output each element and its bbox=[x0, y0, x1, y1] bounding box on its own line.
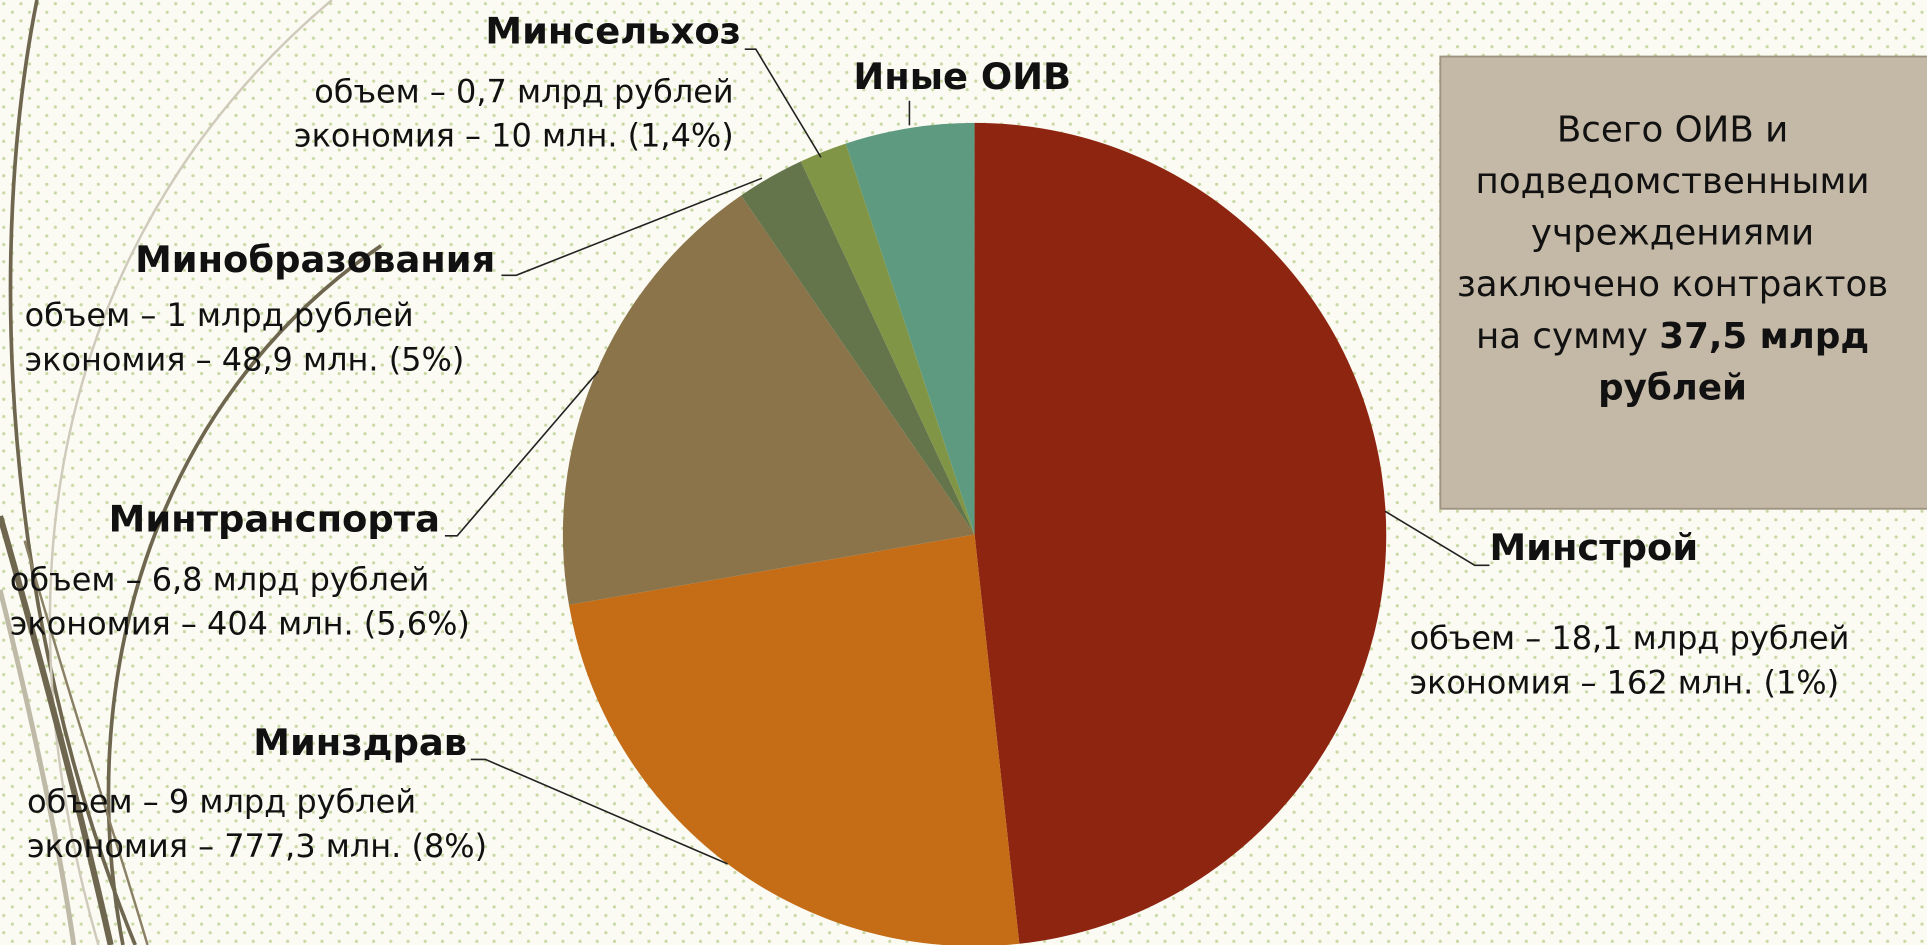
slice-label: Минобразования bbox=[135, 238, 495, 281]
slice-label: Минстрой bbox=[1489, 526, 1698, 569]
chart: Всего ОИВ и подведомственными учреждения… bbox=[0, 0, 1927, 945]
value-label: объем – 18,1 млрд рублей bbox=[1410, 619, 1850, 657]
slice-label: Минтранспорта bbox=[109, 498, 440, 541]
savings-label: экономия – 48,9 млн. (5%) bbox=[25, 340, 465, 378]
pie bbox=[563, 123, 1386, 945]
value-label: объем – 9 млрд рублей bbox=[27, 783, 416, 821]
value-label: объем – 0,7 млрд рублей bbox=[314, 72, 733, 110]
slice-label: Минсельхоз bbox=[485, 10, 741, 53]
savings-label: экономия – 404 млн. (5,6%) bbox=[10, 604, 470, 642]
note: Всего ОИВ и подведомственными учреждения… bbox=[1450, 103, 1895, 472]
value-label: объем – 1 млрд рублей bbox=[25, 296, 414, 334]
savings-label: экономия – 777,3 млн. (8%) bbox=[27, 827, 487, 865]
note-text: Всего ОИВ и подведомственными учреждения… bbox=[1450, 103, 1895, 413]
savings-label: экономия – 10 млн. (1,4%) bbox=[294, 117, 734, 155]
slice-label: Иные ОИВ bbox=[853, 55, 1071, 98]
savings-label: экономия – 162 млн. (1%) bbox=[1410, 663, 1840, 701]
value-label: объем – 6,8 млрд рублей bbox=[10, 560, 429, 598]
slice-label: Минздрав bbox=[253, 721, 467, 764]
